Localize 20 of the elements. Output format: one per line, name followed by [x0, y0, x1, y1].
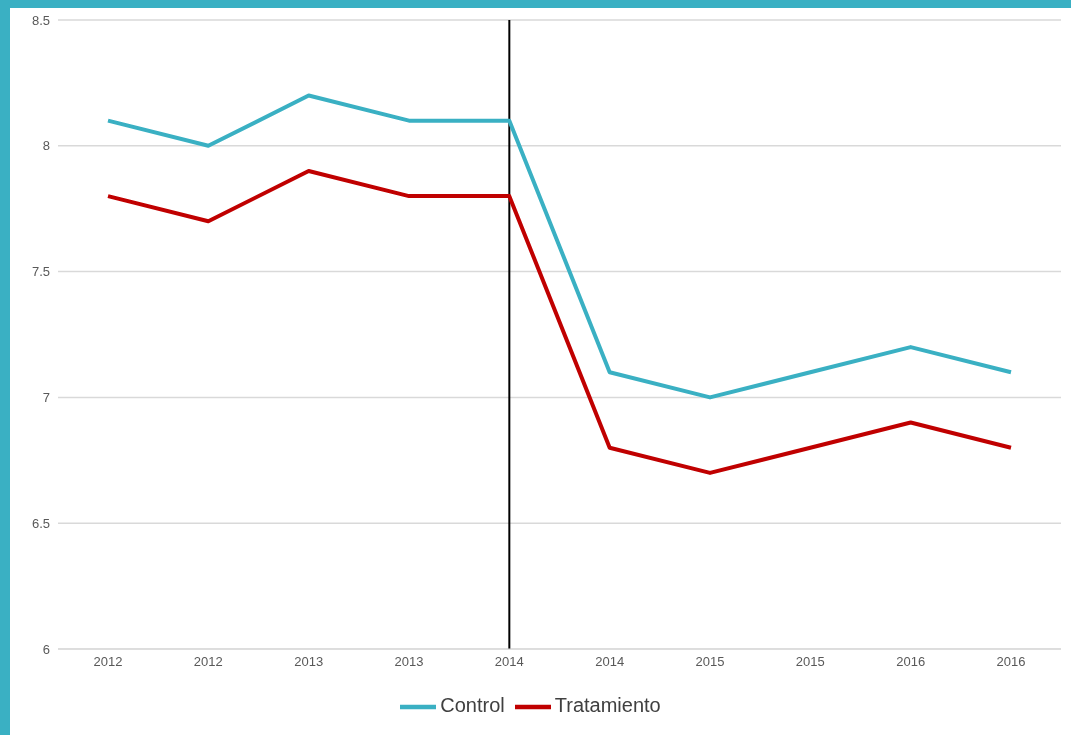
x-tick-label: 2013 — [294, 654, 324, 670]
y-tick-label: 6 — [42, 641, 50, 657]
legend-label: Tratamiento — [554, 694, 661, 717]
x-tick-label: 2014 — [494, 654, 524, 670]
line-series — [106, 168, 1013, 475]
y-tick-label: 7.5 — [31, 264, 50, 280]
x-tick-label: 2012 — [193, 654, 223, 670]
y-tick-label: 7 — [42, 390, 50, 406]
y-tick-label: 6.5 — [31, 515, 50, 531]
x-tick-label: 2012 — [93, 654, 123, 670]
x-tick-label: 2015 — [695, 654, 725, 670]
x-tick-label: 2014 — [595, 654, 625, 670]
y-tick-label: 8.5 — [31, 12, 50, 28]
x-tick-label: 2016 — [896, 654, 926, 670]
x-tick-label: 2016 — [996, 654, 1026, 670]
y-tick-label: 8 — [42, 138, 50, 154]
line-series — [106, 93, 1013, 400]
legend-label: Control — [440, 694, 505, 717]
x-tick-label: 2015 — [795, 654, 825, 670]
x-tick-label: 2013 — [394, 654, 424, 670]
